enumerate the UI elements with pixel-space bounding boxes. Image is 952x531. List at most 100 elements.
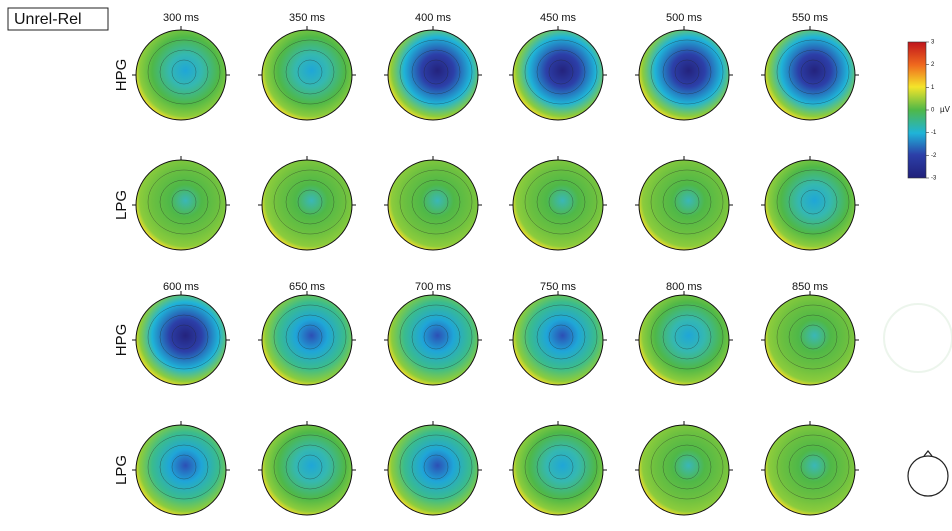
contour bbox=[411, 444, 461, 490]
row-label: LPG bbox=[113, 455, 130, 485]
contour bbox=[524, 434, 598, 500]
contour bbox=[548, 454, 574, 480]
contour bbox=[548, 324, 574, 350]
contour bbox=[776, 434, 850, 500]
panel-label-box bbox=[7, 7, 109, 31]
contour bbox=[674, 324, 700, 350]
time-label: 800 ms bbox=[666, 281, 703, 293]
contour bbox=[423, 324, 449, 350]
contour bbox=[674, 59, 700, 85]
colorbar-tick-label: -3 bbox=[931, 176, 937, 182]
contour bbox=[662, 179, 712, 225]
contour bbox=[536, 444, 586, 490]
contour bbox=[548, 189, 574, 215]
topomap bbox=[387, 294, 479, 386]
topomap bbox=[135, 29, 227, 121]
contour bbox=[650, 304, 724, 370]
contour bbox=[800, 324, 826, 350]
contour bbox=[662, 444, 712, 490]
contour bbox=[297, 324, 323, 350]
panel-label: Unrel-Rel bbox=[14, 11, 82, 28]
colorbar bbox=[907, 41, 927, 179]
time-label: 750 ms bbox=[540, 281, 577, 293]
contour bbox=[171, 324, 197, 350]
contour bbox=[423, 189, 449, 215]
time-label: 350 ms bbox=[289, 12, 326, 24]
topomap bbox=[512, 29, 604, 121]
topomap bbox=[764, 424, 856, 516]
contour bbox=[285, 49, 335, 95]
time-label: 500 ms bbox=[666, 12, 703, 24]
row-label: HPG bbox=[113, 59, 130, 92]
contour bbox=[650, 169, 724, 235]
topomap bbox=[764, 159, 856, 251]
time-label: 550 ms bbox=[792, 12, 829, 24]
colorbar-tick-label: -2 bbox=[931, 153, 937, 159]
contour bbox=[297, 189, 323, 215]
contour bbox=[147, 304, 221, 370]
contour bbox=[524, 304, 598, 370]
row-label: HPG bbox=[113, 324, 130, 357]
contour bbox=[776, 304, 850, 370]
contour bbox=[524, 169, 598, 235]
topomap bbox=[261, 29, 353, 121]
topomap bbox=[135, 424, 227, 516]
contour bbox=[159, 49, 209, 95]
time-label: 600 ms bbox=[163, 281, 200, 293]
contour bbox=[536, 179, 586, 225]
head-outline bbox=[907, 455, 949, 497]
contour bbox=[285, 444, 335, 490]
time-label: 650 ms bbox=[289, 281, 326, 293]
time-label: 400 ms bbox=[415, 12, 452, 24]
contour bbox=[411, 49, 461, 95]
topomap bbox=[512, 294, 604, 386]
contour bbox=[297, 454, 323, 480]
topomap bbox=[387, 424, 479, 516]
head-nose bbox=[923, 450, 933, 457]
contour bbox=[650, 434, 724, 500]
contour bbox=[171, 189, 197, 215]
colorbar-tick-label: 2 bbox=[931, 62, 935, 68]
topomap bbox=[638, 29, 730, 121]
contour bbox=[285, 314, 335, 360]
contour bbox=[273, 304, 347, 370]
contour bbox=[423, 59, 449, 85]
colorbar-tick-label: -1 bbox=[931, 130, 937, 136]
colorbar-tick-label: 3 bbox=[931, 40, 935, 46]
contour bbox=[273, 169, 347, 235]
contour bbox=[674, 454, 700, 480]
contour bbox=[548, 59, 574, 85]
time-label: 850 ms bbox=[792, 281, 829, 293]
topomap bbox=[135, 294, 227, 386]
contour bbox=[788, 444, 838, 490]
contour bbox=[159, 179, 209, 225]
time-label: 700 ms bbox=[415, 281, 452, 293]
topomap bbox=[638, 294, 730, 386]
faded-head bbox=[883, 303, 952, 373]
contour bbox=[423, 454, 449, 480]
time-label: 450 ms bbox=[540, 12, 577, 24]
contour bbox=[788, 314, 838, 360]
topomap bbox=[261, 294, 353, 386]
contour bbox=[662, 314, 712, 360]
contour bbox=[273, 434, 347, 500]
contour bbox=[297, 59, 323, 85]
topomap bbox=[261, 159, 353, 251]
contour bbox=[159, 444, 209, 490]
time-label: 300 ms bbox=[163, 12, 200, 24]
contour bbox=[536, 314, 586, 360]
contour bbox=[147, 39, 221, 105]
contour bbox=[399, 434, 473, 500]
contour bbox=[524, 39, 598, 105]
contour bbox=[399, 39, 473, 105]
contour bbox=[171, 454, 197, 480]
contour bbox=[285, 179, 335, 225]
contour bbox=[800, 189, 826, 215]
colorbar-tick-label: 1 bbox=[931, 85, 935, 91]
contour bbox=[159, 314, 209, 360]
contour bbox=[411, 179, 461, 225]
contour bbox=[674, 189, 700, 215]
contour bbox=[788, 49, 838, 95]
colorbar-tick-label: 0 bbox=[931, 108, 935, 114]
